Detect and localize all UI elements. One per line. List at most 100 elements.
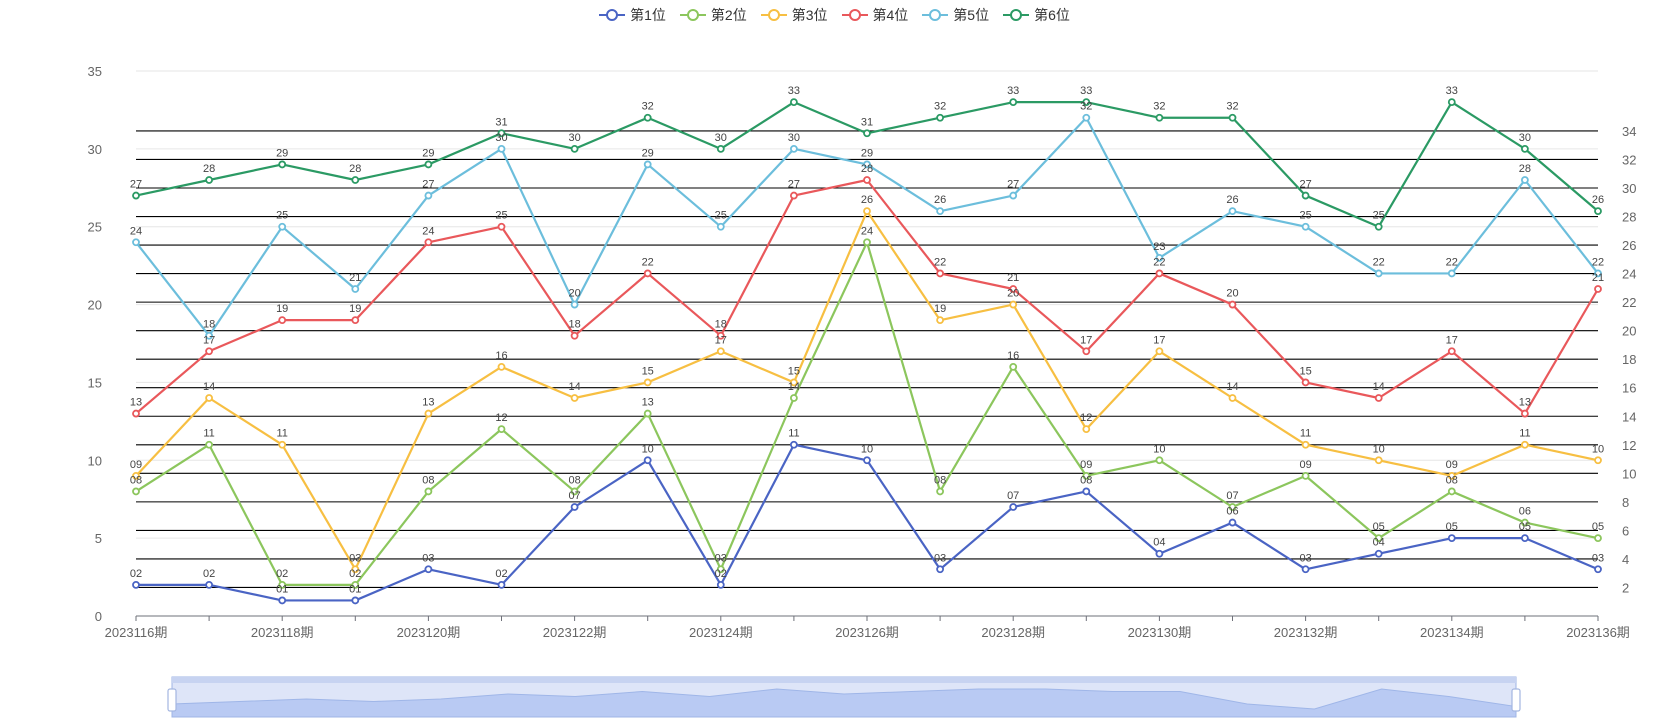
data-point[interactable] (1521, 176, 1529, 184)
data-point[interactable] (1447, 487, 1456, 496)
data-point[interactable] (1082, 347, 1091, 356)
data-point[interactable] (1374, 394, 1383, 402)
data-point[interactable] (1447, 98, 1456, 107)
data-point[interactable] (1155, 456, 1164, 465)
data-point[interactable] (863, 176, 871, 184)
data-point[interactable] (1155, 549, 1164, 558)
data-point[interactable] (1447, 471, 1456, 480)
data-point[interactable] (205, 331, 214, 340)
data-point[interactable] (716, 347, 725, 356)
data-point[interactable] (1082, 471, 1091, 480)
data-point[interactable] (716, 565, 725, 574)
data-point[interactable] (205, 176, 214, 184)
data-point[interactable] (132, 580, 140, 589)
data-point[interactable] (1228, 113, 1237, 122)
data-point[interactable] (1009, 362, 1018, 371)
data-point[interactable] (1155, 269, 1164, 278)
data-point[interactable] (351, 285, 360, 293)
data-point[interactable] (1374, 549, 1383, 558)
data-point[interactable] (643, 269, 652, 278)
data-point[interactable] (351, 596, 360, 605)
data-point[interactable] (1009, 503, 1018, 511)
data-point[interactable] (643, 378, 652, 387)
legend-item[interactable]: 第1位 (599, 4, 666, 26)
data-point[interactable] (132, 191, 140, 200)
data-point[interactable] (790, 98, 798, 107)
data-point[interactable] (1228, 394, 1237, 402)
data-point[interactable] (1594, 534, 1602, 543)
data-point[interactable] (1301, 378, 1310, 387)
data-point[interactable] (1009, 98, 1018, 107)
data-point[interactable] (570, 300, 579, 309)
data-point[interactable] (132, 471, 140, 480)
data-point[interactable] (1594, 456, 1602, 465)
data-point[interactable] (1228, 518, 1237, 527)
data-point[interactable] (205, 580, 214, 589)
data-point[interactable] (1228, 300, 1237, 309)
data-point[interactable] (1521, 534, 1529, 543)
data-point[interactable] (497, 362, 506, 371)
data-point[interactable] (1301, 440, 1310, 449)
data-point[interactable] (936, 113, 944, 122)
data-point[interactable] (424, 191, 433, 200)
data-point[interactable] (570, 503, 579, 511)
data-point[interactable] (1301, 471, 1310, 480)
data-point[interactable] (570, 394, 579, 402)
data-point[interactable] (790, 144, 798, 153)
data-point[interactable] (1009, 300, 1018, 309)
data-point[interactable] (132, 487, 140, 496)
data-point[interactable] (497, 580, 506, 589)
data-point[interactable] (790, 191, 798, 200)
data-point[interactable] (278, 580, 287, 589)
data-point[interactable] (643, 456, 652, 465)
data-point[interactable] (1082, 113, 1091, 122)
data-point[interactable] (1594, 285, 1602, 293)
data-point[interactable] (1521, 518, 1529, 527)
data-point[interactable] (1447, 347, 1456, 356)
data-point[interactable] (1374, 534, 1383, 543)
data-point[interactable] (424, 160, 433, 169)
data-point[interactable] (1155, 347, 1164, 356)
data-point[interactable] (1301, 191, 1310, 200)
data-point[interactable] (716, 580, 725, 589)
data-point[interactable] (132, 238, 140, 247)
legend-item[interactable]: 第3位 (760, 4, 828, 26)
data-point[interactable] (424, 238, 433, 247)
data-point[interactable] (1594, 207, 1602, 216)
data-point[interactable] (1228, 207, 1237, 216)
data-point[interactable] (1082, 425, 1091, 434)
data-point[interactable] (1082, 98, 1091, 107)
data-point[interactable] (936, 565, 944, 574)
data-point[interactable] (936, 487, 944, 496)
data-point[interactable] (1228, 503, 1237, 511)
data-point[interactable] (863, 456, 871, 465)
data-point[interactable] (936, 207, 944, 216)
legend-item[interactable]: 第6位 (1003, 4, 1070, 26)
data-point[interactable] (1301, 565, 1310, 574)
data-point[interactable] (205, 347, 214, 356)
datazoom-handle-right[interactable] (1511, 688, 1521, 712)
data-point[interactable] (424, 487, 433, 496)
data-point[interactable] (1521, 409, 1529, 418)
data-point[interactable] (716, 331, 725, 340)
data-point[interactable] (1009, 191, 1018, 200)
data-point[interactable] (205, 394, 214, 402)
data-point[interactable] (424, 409, 433, 418)
data-point[interactable] (497, 129, 506, 138)
legend-item[interactable]: 第5位 (922, 4, 989, 26)
data-point[interactable] (351, 316, 360, 325)
data-point[interactable] (716, 222, 725, 231)
data-point[interactable] (278, 440, 287, 449)
data-point[interactable] (570, 144, 579, 153)
data-point[interactable] (1301, 222, 1310, 231)
data-point[interactable] (790, 378, 798, 387)
data-point[interactable] (1374, 222, 1383, 231)
data-point[interactable] (205, 440, 214, 449)
data-point[interactable] (936, 269, 944, 278)
data-point[interactable] (1155, 253, 1164, 262)
data-point[interactable] (278, 160, 287, 169)
data-point[interactable] (1082, 487, 1091, 496)
data-point[interactable] (863, 207, 871, 216)
data-point[interactable] (1594, 269, 1602, 278)
data-point[interactable] (351, 176, 360, 184)
